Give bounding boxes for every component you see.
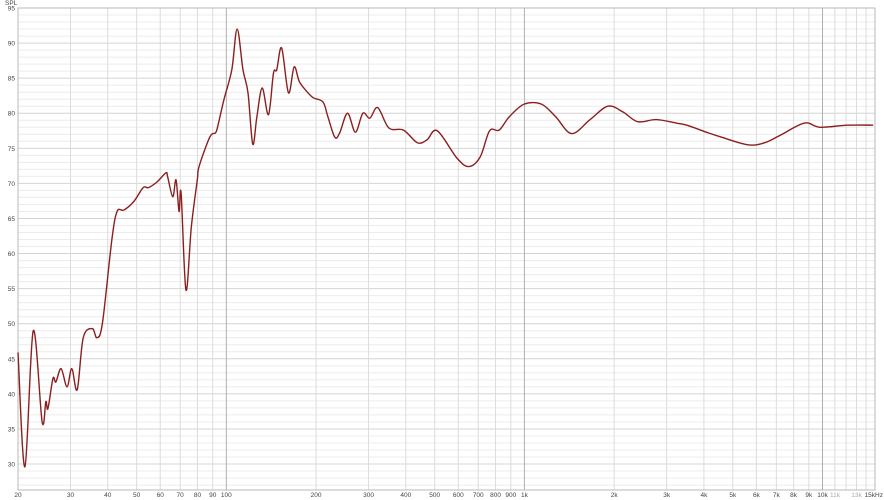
x-tick-label: 13k bbox=[851, 492, 862, 499]
y-tick-label: 80 bbox=[8, 111, 16, 118]
x-tick-label: 30 bbox=[67, 492, 75, 499]
x-tick-label: 600 bbox=[453, 492, 464, 499]
x-tick-label: 4k bbox=[700, 492, 708, 499]
x-tick-label: 90 bbox=[209, 492, 217, 499]
x-tick-label: 500 bbox=[429, 492, 440, 499]
y-tick-label: 95 bbox=[8, 6, 16, 13]
x-tick-label: 40 bbox=[104, 492, 112, 499]
x-tick-label: 6k bbox=[753, 492, 761, 499]
y-tick-label: 85 bbox=[8, 76, 16, 83]
plot-frame bbox=[17, 7, 876, 491]
x-tick-label: 60 bbox=[157, 492, 165, 499]
y-axis: 30 35 40 45 50 55 60 65 70 75 80 85 90 95 bbox=[8, 6, 16, 469]
x-axis: 20 30 40 50 60 70 80 90 100 200 300 400 500 600 700 800… bbox=[14, 492, 883, 499]
x-tick-label: 15kHz bbox=[865, 492, 883, 499]
x-tick-label: 400 bbox=[400, 492, 411, 499]
x-tick-label: 100 bbox=[221, 492, 232, 499]
x-tick-label: 2k bbox=[611, 492, 619, 499]
y-tick-label: 60 bbox=[8, 251, 16, 258]
x-tick-label: 1k bbox=[521, 492, 529, 499]
y-axis-label: SPL bbox=[5, 0, 18, 7]
x-tick-label: 5k bbox=[729, 492, 737, 499]
x-tick-label: 10k bbox=[817, 492, 828, 499]
y-tick-label: 55 bbox=[8, 286, 16, 293]
y-tick-label: 65 bbox=[8, 216, 16, 223]
y-tick-label: 75 bbox=[8, 146, 16, 153]
x-tick-label: 300 bbox=[363, 492, 374, 499]
y-tick-label: 70 bbox=[8, 181, 16, 188]
x-tick-label: 700 bbox=[473, 492, 484, 499]
y-tick-label: 40 bbox=[8, 391, 16, 398]
x-tick-label: 200 bbox=[311, 492, 322, 499]
series-line bbox=[17, 28, 874, 468]
x-tick-label: 7k bbox=[773, 492, 781, 499]
y-tick-label: 50 bbox=[8, 321, 16, 328]
y-tick-label: 35 bbox=[8, 426, 16, 433]
y-tick-label: 30 bbox=[8, 462, 16, 469]
x-tick-label: 70 bbox=[177, 492, 185, 499]
y-tick-label: 90 bbox=[8, 41, 16, 48]
x-tick-label: 3k bbox=[663, 492, 671, 499]
grid bbox=[17, 7, 875, 490]
x-tick-label: 20 bbox=[14, 492, 22, 499]
x-tick-label: 50 bbox=[133, 492, 141, 499]
x-tick-label: 11k bbox=[830, 492, 841, 499]
x-tick-label: 800 bbox=[490, 492, 501, 499]
y-tick-label: 45 bbox=[8, 356, 16, 363]
x-tick-label: 900 bbox=[505, 492, 516, 499]
x-tick-label: 80 bbox=[194, 492, 202, 499]
x-tick-label: 8k bbox=[790, 492, 798, 499]
x-tick-label: 9k bbox=[805, 492, 813, 499]
